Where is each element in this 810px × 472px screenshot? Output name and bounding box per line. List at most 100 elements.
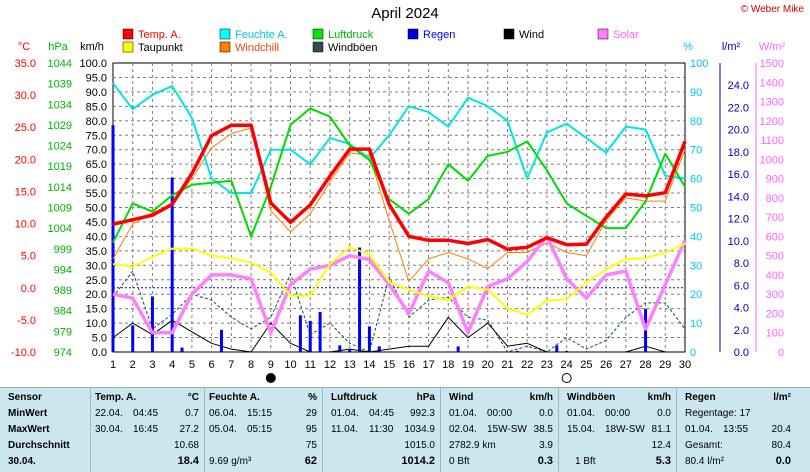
temp-tick-label: -10.0 — [11, 347, 36, 359]
x-tick-label: 4 — [169, 359, 175, 371]
rain-unit: l/m² — [773, 392, 791, 403]
wind-column: Wind km/h 01.04. 00:00 0.0 02.04. 15W-SW… — [440, 388, 559, 472]
x-tick-label: 1 — [110, 359, 116, 371]
legend-label: Windchill — [235, 42, 279, 54]
solar-tick-label: 200 — [766, 308, 784, 320]
legend-label: Solar — [613, 29, 639, 41]
humidity-max-time: 05:15 — [247, 424, 273, 435]
temp-unit: °C — [187, 392, 199, 403]
x-tick-label: 23 — [541, 359, 553, 371]
rain-header: Regen — [685, 392, 716, 403]
legend-swatch — [219, 41, 231, 53]
rain-total-label: Gesamt: — [685, 440, 723, 451]
temp-tick-label: 0.0 — [21, 283, 36, 295]
rain-bar — [308, 320, 312, 352]
x-tick-label: 20 — [482, 359, 494, 371]
rain-bar — [515, 350, 519, 352]
rain-bar — [111, 125, 115, 352]
solar-tick-label: 500 — [766, 251, 784, 263]
row-label-avg: Durchschnitt — [8, 440, 70, 451]
humidity-min-value: 29 — [305, 408, 317, 419]
x-tick-label: 18 — [442, 359, 454, 371]
humidity-absolute: 9.69 g/m³ — [209, 456, 252, 467]
full-moon-icon — [561, 373, 572, 383]
rain-tick-label: 18.0 — [728, 147, 749, 159]
temp-tick-label: 5.0 — [21, 251, 36, 263]
x-tick-label: 13 — [344, 359, 356, 371]
pressure-tick-label: 974 — [54, 347, 72, 359]
series-line-temp-a- — [112, 123, 687, 251]
x-tick-label: 3 — [149, 359, 155, 371]
pressure-tick-label: 1009 — [48, 203, 72, 215]
wind-max-date: 02.04. — [449, 424, 477, 435]
pressure-tick-label: 1029 — [48, 120, 72, 132]
solar-tick-label: 1500 — [760, 58, 784, 70]
x-tick-label: 24 — [561, 359, 573, 371]
rain-bar — [377, 346, 381, 352]
gust-max-date: 15.04. — [567, 424, 595, 435]
temp-tick-label: 20.0 — [15, 154, 36, 166]
solar-tick-label: 900 — [766, 174, 784, 186]
chart-title: April 2024 — [371, 5, 439, 22]
humidity-today-value: 62 — [304, 455, 317, 467]
x-tick-label: 10 — [284, 359, 296, 371]
x-tick-label: 11 — [305, 359, 316, 371]
solar-tick-label: 100 — [766, 328, 784, 340]
wind-tick-label: 60.0 — [86, 174, 107, 186]
wind-tick-label: 80.0 — [86, 116, 107, 128]
humidity-avg-value: 75 — [305, 440, 317, 451]
rain-tick-label: 0.0 — [734, 347, 749, 359]
wind-tick-label: 75.0 — [86, 130, 107, 142]
solar-tick-label: 300 — [766, 289, 784, 301]
humidity-tick-label: 20 — [690, 289, 702, 301]
rain-tick-label: 10.0 — [728, 236, 749, 248]
rain-tick-label: 2.0 — [734, 325, 749, 337]
legend-label: Temp. A. — [138, 29, 181, 41]
rain-bar — [298, 315, 302, 352]
series-line-luftdruck — [112, 107, 686, 244]
rain-bar — [180, 347, 184, 352]
temp-tick-label: 10.0 — [15, 219, 36, 231]
x-tick-label: 16 — [403, 359, 415, 371]
pressure-tick-label: 999 — [54, 244, 72, 256]
legend-swatch — [597, 28, 609, 40]
x-tick-label: 25 — [580, 359, 592, 371]
legend-swatch — [219, 28, 231, 40]
rain-max-value: 20.4 — [771, 424, 791, 435]
wind-unit: km/h — [529, 392, 553, 403]
temp-axis-label: °C — [18, 41, 30, 53]
wind-tick-label: 35.0 — [86, 246, 107, 258]
legend-label: Luftdruck — [328, 29, 374, 41]
humidity-tick-label: 10 — [690, 318, 702, 330]
temp-column: Temp. A. °C 22.04. 04:45 0.7 30.04. 16:4… — [90, 388, 205, 472]
temp-max-date: 30.04. — [95, 424, 123, 435]
wind-header: Wind — [449, 392, 474, 403]
pressure-tick-label: 994 — [54, 264, 72, 276]
x-tick-label: 14 — [363, 359, 375, 371]
humidity-max-value: 95 — [305, 424, 317, 435]
pressure-header: Luftdruck — [331, 392, 378, 403]
pressure-tick-label: 989 — [54, 285, 72, 297]
rain-total-value: 80.4 — [771, 440, 791, 451]
wind-max-value: 38.5 — [533, 424, 553, 435]
x-tick-label: 9 — [268, 359, 274, 371]
wind-tick-label: 15.0 — [86, 304, 107, 316]
temp-tick-label: 35.0 — [15, 58, 36, 70]
temp-today-value: 18.4 — [177, 455, 199, 467]
rain-bar — [338, 345, 342, 352]
gust-column: Windböen km/h 01.04. 00:00 0.0 15.04. 18… — [558, 388, 677, 472]
wind-avg-value: 3.9 — [539, 440, 553, 451]
temp-tick-label: 15.0 — [15, 186, 36, 198]
series-line-taupunkt — [112, 243, 686, 316]
legend-swatch — [312, 41, 324, 53]
temp-avg-value: 10.68 — [173, 440, 199, 451]
wind-tick-label: 0.0 — [92, 347, 107, 359]
rain-tick-label: 22.0 — [728, 102, 749, 114]
pressure-tick-label: 1014 — [48, 182, 72, 194]
rain-max-date: 01.04. — [685, 424, 713, 435]
humidity-header: Feuchte A. — [209, 392, 260, 403]
rain-tick-label: 16.0 — [728, 169, 749, 181]
wind-axis-label: km/h — [80, 41, 104, 53]
wind-tick-label: 5.0 — [92, 333, 107, 345]
wind-tick-label: 95.0 — [86, 72, 107, 84]
